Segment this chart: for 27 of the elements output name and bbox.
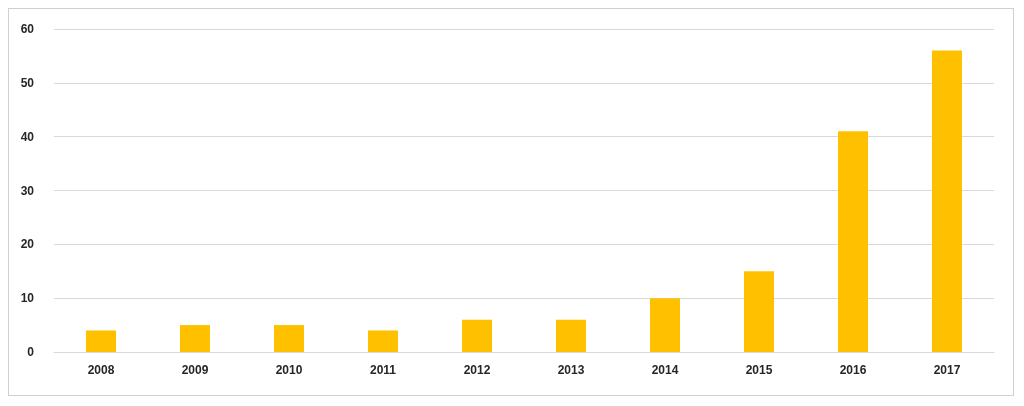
x-tick-label: 2015 <box>745 363 773 377</box>
y-tick-label: 50 <box>20 75 35 90</box>
bar <box>838 131 868 352</box>
bar <box>556 319 586 352</box>
x-tick-label: 2013 <box>557 363 585 377</box>
x-tick-label: 2009 <box>181 363 209 377</box>
bar <box>650 298 680 352</box>
x-tick-label: 2011 <box>369 363 397 377</box>
y-tick-label: 40 <box>20 129 35 144</box>
x-tick-label: 2016 <box>839 363 867 377</box>
x-tick-label: 2012 <box>463 363 491 377</box>
y-tick-label: 30 <box>20 183 35 198</box>
y-tick-label: 10 <box>20 291 35 306</box>
y-tick-label: 0 <box>27 345 35 359</box>
bar <box>368 330 398 352</box>
bar <box>274 325 304 352</box>
x-tick-label: 2017 <box>933 363 961 377</box>
bar <box>932 50 962 352</box>
x-tick-label: 2008 <box>87 363 115 377</box>
bar <box>86 330 116 352</box>
bar <box>744 271 774 352</box>
x-tick-label: 2010 <box>275 363 303 377</box>
x-tick-label: 2014 <box>651 363 679 377</box>
y-tick-label: 20 <box>20 237 35 252</box>
y-tick-label: 60 <box>20 22 35 36</box>
bar <box>180 325 210 352</box>
bar <box>462 319 492 352</box>
